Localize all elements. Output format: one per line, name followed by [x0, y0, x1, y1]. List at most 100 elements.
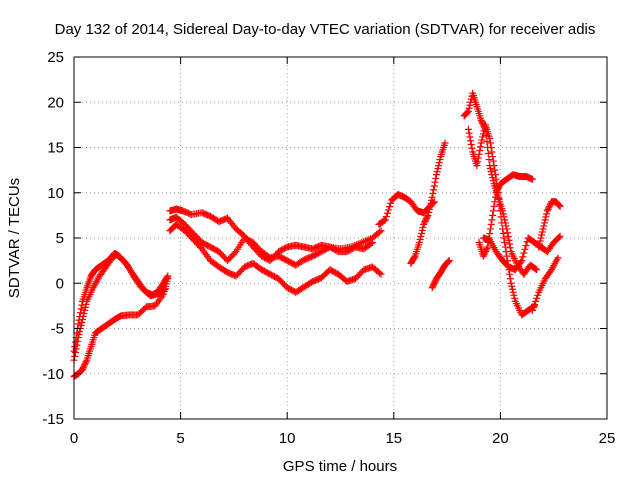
data-point-marker — [540, 219, 548, 227]
x-tick-label: 10 — [279, 430, 296, 447]
data-point-marker — [488, 148, 496, 156]
series-track-11 — [464, 121, 539, 319]
y-tick-label: 20 — [47, 94, 64, 111]
data-point-marker — [539, 225, 547, 233]
y-tick-label: 0 — [56, 275, 64, 292]
data-point-marker — [81, 306, 89, 314]
data-point-marker — [496, 201, 504, 209]
data-point-marker — [477, 139, 485, 147]
data-point-marker — [502, 222, 510, 230]
data-point-marker — [494, 184, 502, 192]
data-point-marker — [429, 282, 437, 290]
data-point-marker — [441, 139, 449, 147]
data-point-marker — [542, 213, 550, 221]
data-point-marker — [491, 198, 499, 206]
x-axis-label: GPS time / hours — [283, 458, 397, 475]
data-point-marker — [425, 205, 433, 213]
data-point-marker — [71, 352, 79, 360]
data-point-marker — [466, 101, 474, 109]
data-point-marker — [420, 220, 428, 228]
data-point-marker — [479, 133, 487, 141]
axis-ticks: 0 5 10 15 20 25 -15 -10 -5 0 5 10 15 20 25 — [42, 49, 615, 447]
data-point-marker — [468, 144, 476, 152]
data-point-marker — [544, 205, 552, 213]
data-point-marker — [510, 291, 518, 299]
data-point-marker — [376, 269, 384, 277]
data-point-marker — [431, 178, 439, 186]
data-point-marker — [503, 252, 511, 260]
data-point-marker — [491, 171, 499, 179]
data-point-marker — [79, 365, 87, 373]
data-point-marker — [80, 309, 88, 317]
y-tick-label: 10 — [47, 185, 64, 202]
data-point-marker — [506, 275, 514, 283]
data-point-marker — [490, 162, 498, 170]
data-point-marker — [382, 213, 390, 221]
y-tick-label: -15 — [42, 411, 64, 428]
data-point-marker — [434, 165, 442, 173]
data-point-marker — [426, 202, 434, 210]
data-point-marker — [501, 243, 509, 251]
data-point-marker — [231, 249, 239, 257]
data-point-marker — [482, 246, 490, 254]
data-point-marker — [430, 186, 438, 194]
data-point-marker — [522, 242, 530, 250]
series-track-12 — [475, 171, 536, 260]
data-point-marker — [505, 236, 513, 244]
data-point-marker — [493, 187, 501, 195]
data-point-marker — [484, 150, 492, 158]
data-point-marker — [422, 216, 430, 224]
data-point-marker — [429, 190, 437, 198]
data-point-marker — [488, 216, 496, 224]
data-point-marker — [75, 331, 83, 339]
y-tick-label: 25 — [47, 49, 64, 66]
data-point-marker — [81, 303, 89, 311]
data-point-marker — [464, 107, 472, 115]
data-point-marker — [518, 257, 526, 265]
data-point-marker — [377, 270, 385, 278]
data-point-marker — [74, 334, 82, 342]
data-point-marker — [368, 239, 376, 247]
data-point-marker — [502, 248, 510, 256]
x-tick-label: 20 — [492, 430, 509, 447]
data-point-marker — [82, 300, 90, 308]
data-point-marker — [433, 168, 441, 176]
data-point-marker — [475, 150, 483, 158]
data-point-marker — [496, 207, 504, 215]
data-point-marker — [495, 195, 503, 203]
data-point-marker — [545, 204, 553, 212]
y-axis-label: SDTVAR / TECUs — [6, 178, 23, 298]
data-point-marker — [464, 108, 472, 116]
data-point-marker — [77, 321, 85, 329]
data-point-marker — [504, 229, 512, 237]
data-point-marker — [384, 206, 392, 214]
series-track-15 — [535, 198, 564, 251]
data-point-marker — [465, 104, 473, 112]
data-point-marker — [436, 156, 444, 164]
data-point-marker — [506, 244, 514, 252]
data-point-marker — [421, 217, 429, 225]
data-point-marker — [420, 219, 428, 227]
data-point-marker — [494, 186, 502, 194]
data-point-marker — [430, 279, 438, 287]
x-tick-label: 0 — [70, 430, 78, 447]
data-points — [70, 89, 564, 380]
data-point-marker — [486, 139, 494, 147]
data-point-marker — [381, 216, 389, 224]
data-point-marker — [377, 227, 385, 235]
data-point-marker — [543, 207, 551, 215]
data-point-marker — [532, 297, 540, 305]
data-point-marker — [499, 229, 507, 237]
data-point-marker — [501, 239, 509, 247]
data-point-marker — [428, 193, 436, 201]
data-point-marker — [477, 116, 485, 124]
data-point-marker — [487, 168, 495, 176]
data-point-marker — [498, 219, 506, 227]
data-point-marker — [428, 284, 436, 292]
data-point-marker — [80, 362, 88, 370]
data-point-marker — [507, 279, 515, 287]
data-point-marker — [473, 162, 481, 170]
data-point-marker — [481, 248, 489, 256]
data-point-marker — [538, 231, 546, 239]
data-point-marker — [383, 209, 391, 217]
